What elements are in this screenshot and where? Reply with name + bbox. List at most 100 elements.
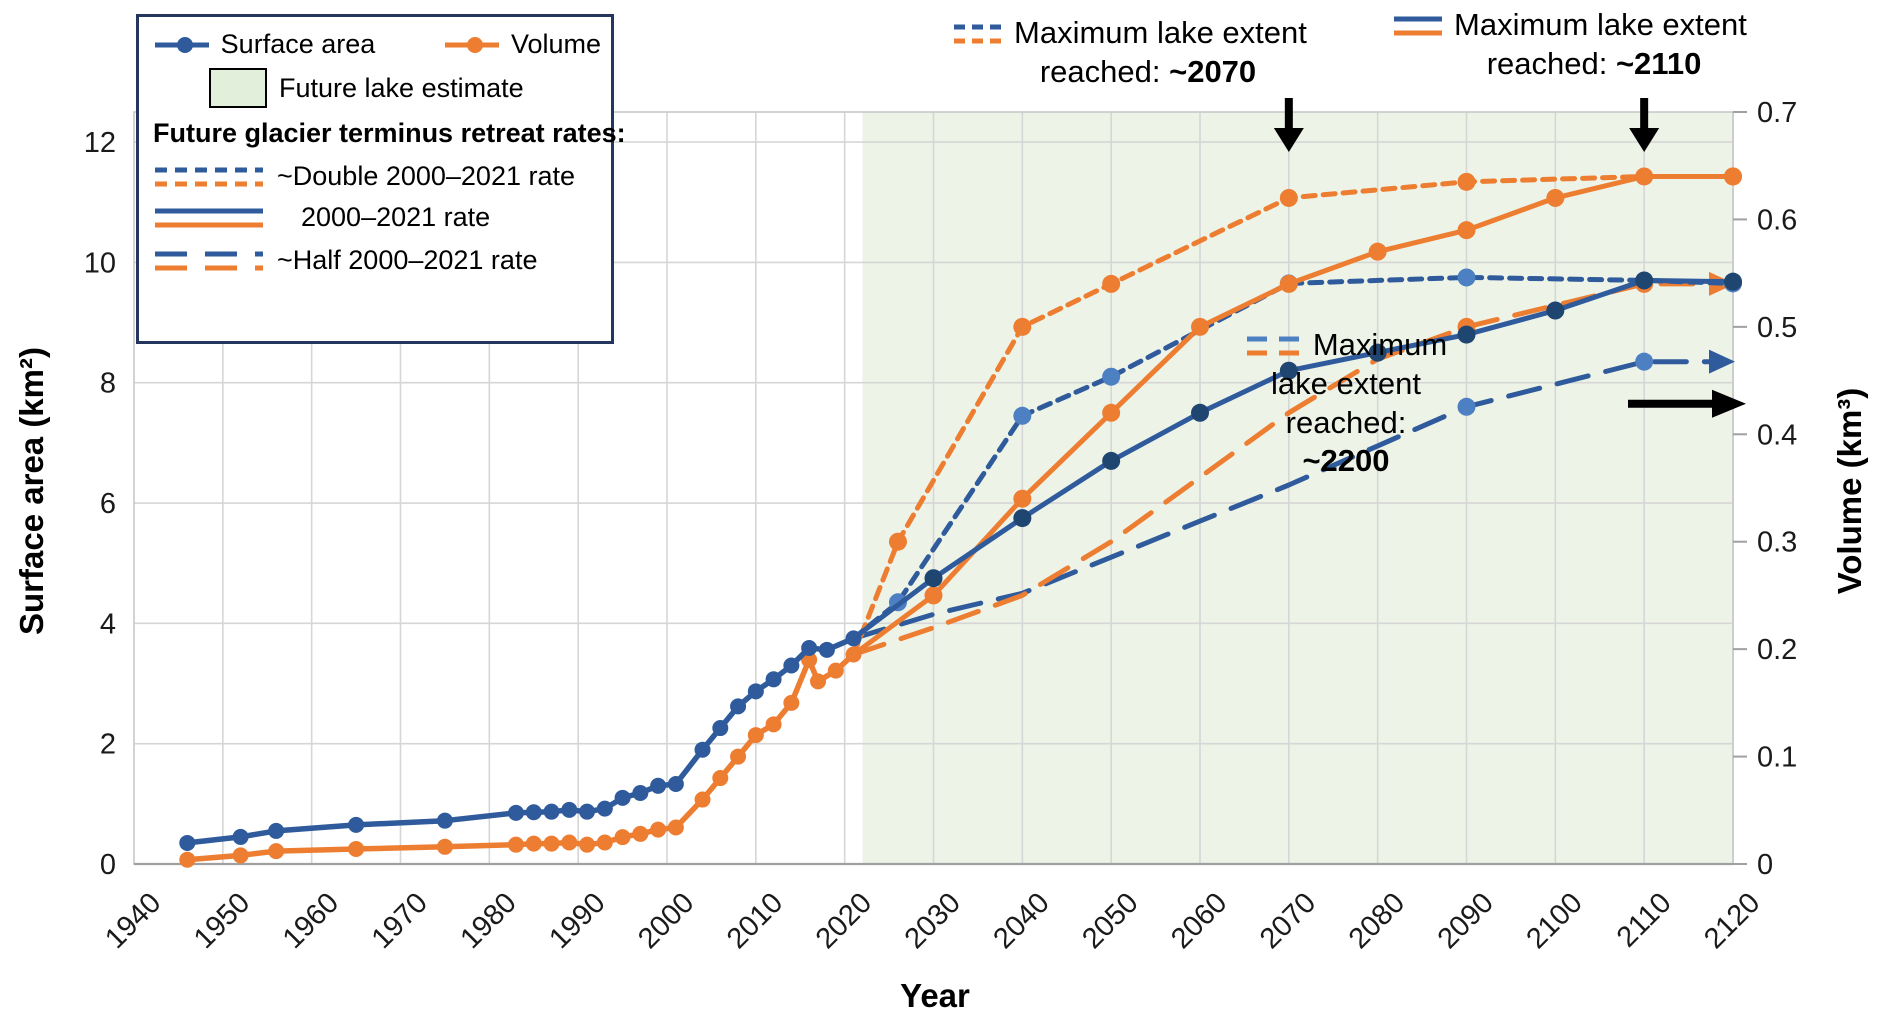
volume-observed-marker [747,727,764,744]
x-tick-label: 2080 [1343,887,1411,955]
annotation-max-2110: Maximum lake extent reached: ~2110 [1392,6,1796,84]
volume-2000-2021-rate-marker [1457,221,1476,240]
volume-observed-marker [436,838,453,855]
volume-observed-marker [845,646,862,663]
volume-2000-2021-rate-marker [1013,489,1032,508]
y-right-tick-label: 0.2 [1757,634,1797,666]
volume-2000-2021-rate-marker [1635,167,1654,186]
annotation-2200-line2: lake extent [1271,365,1421,401]
x-tick-label: 1940 [99,887,167,955]
surface-area-observed-marker [730,698,747,715]
max-extent-right-arrow-icon [1712,389,1746,418]
base-rate-lines-icon [155,208,263,227]
y-left-tick-label: 8 [100,368,116,400]
y-left-tick-label: 12 [84,127,116,159]
x-tick-label: 1970 [366,887,434,955]
legend-volume-label: Volume [510,29,601,59]
solid-lines-swatch-icon [1394,16,1442,36]
surface-area-observed-marker [348,816,365,833]
surface-area-half-rate-marker [1457,397,1476,416]
x-tick-label: 2120 [1698,887,1766,955]
volume-2000-2021-rate-marker [1102,403,1121,422]
volume-observed-marker [783,694,800,711]
surface-area-2000-2021-rate-marker [1724,272,1742,291]
volume-observed-marker [579,836,596,853]
y-right-tick-label: 0.4 [1757,419,1797,451]
volume-half-rate-line [851,281,1714,657]
y-right-tick-label: 0.6 [1757,204,1797,236]
y-left-axis-title: Surface area (km²) [13,347,50,635]
volume-observed-marker [561,834,578,851]
annotation-2110-line2: reached: ~2110 [1486,45,1702,81]
surface-area-observed-marker [667,775,684,792]
legend-box: Surface area Volume Future lake estimate… [136,14,626,344]
dotted-lines-swatch-icon [954,24,1002,44]
surface-area-observed-marker [818,641,835,658]
volume-observed-marker [694,791,711,808]
x-tick-label: 2030 [899,887,967,955]
surface-area-double-rate-marker [1102,367,1121,386]
volume-observed-marker [614,829,631,846]
surface-area-2000-2021-rate-marker [1279,361,1298,380]
surface-area-2000-2021-rate-marker [1635,271,1654,290]
legend-double-rate-label: ~Double 2000–2021 rate [277,161,576,191]
surface-area-observed-marker [747,683,764,700]
volume-double-rate-marker [1102,274,1121,293]
legend-surface-area-label: Surface area [220,29,376,59]
y-right-tick-label: 0.5 [1757,312,1797,344]
surface-area-observed-marker [596,800,613,817]
legend-base-rate-label: 2000–2021 rate [301,202,491,232]
surface-area-2000-2021-rate-marker [1102,451,1121,470]
volume-observed-marker [179,851,196,868]
y-left-tick-label: 10 [84,247,116,279]
x-tick-label: 2090 [1432,887,1500,955]
surface-area-observed-marker [543,803,560,820]
legend-row-series: Surface area Volume [153,29,601,60]
y-right-tick-label: 0.3 [1757,527,1797,559]
surface-area-observed-marker [579,803,596,820]
volume-observed-marker [348,840,365,857]
annotation-2070-line2: reached: ~2070 [1039,53,1257,89]
y-right-tick-label: 0.1 [1757,742,1797,774]
surface-area-half-rate-marker [1635,352,1654,371]
volume-double-rate-line [851,174,1736,657]
volume-observed-marker [507,836,524,853]
x-tick-label: 1960 [277,887,345,955]
max-extent-down-arrow-icon [1629,128,1660,152]
surface-area-2000-2021-rate-marker [1013,509,1032,528]
surface-area-observed-marker [801,640,818,657]
surface-area-observed-marker [783,657,800,674]
volume-observed-marker [810,673,827,690]
volume-line-icon [445,36,499,53]
volume-observed-marker [525,835,542,852]
surface-area-observed-marker [561,801,578,818]
volume-observed-marker [650,821,667,838]
y-left-tick-label: 0 [100,849,116,881]
surface-area-half-rate-line [851,359,1714,641]
volume-2000-2021-rate-marker [1724,167,1742,186]
surface-area-double-rate-marker [1457,268,1476,287]
surface-area-observed-marker [507,804,524,821]
max-extent-down-arrow-icon [1273,128,1304,152]
legend-row-future: Future lake estimate [209,68,601,108]
volume-double-rate-marker [888,532,907,551]
surface-area-2000-2021-rate-marker [1191,403,1209,422]
double-rate-lines-icon [155,167,263,186]
volume-observed-marker [827,662,844,679]
volume-observed-marker [268,843,285,860]
volume-double-rate-marker [1013,317,1032,336]
x-tick-label: 2020 [810,887,878,955]
annotation-2070-line1: Maximum lake extent [1014,15,1307,50]
annotation-max-2200: Maximum lake extent reached: ~2200 [1238,326,1454,481]
surface-area-observed-marker [765,671,782,688]
y-left-tick-label: 4 [100,608,116,640]
surface-area-observed-marker [525,804,542,821]
x-tick-label: 1950 [188,887,256,955]
surface-area-2000-2021-rate-marker [1546,301,1565,320]
x-tick-label: 1980 [454,887,522,955]
surface-area-observed-marker [268,822,285,839]
surface-area-line-icon [155,36,209,53]
x-axis-title: Year [900,977,970,1014]
volume-observed-marker [596,834,613,851]
